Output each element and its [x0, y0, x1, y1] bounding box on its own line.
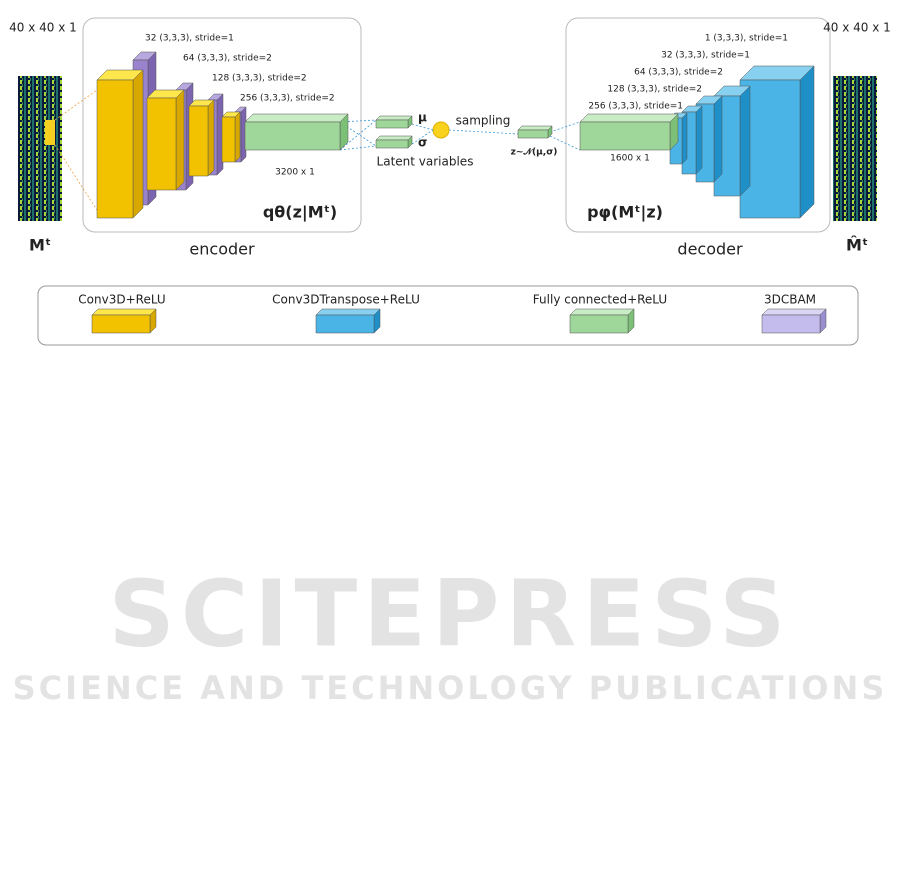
decoder-layer-label: 32 (3,3,3), stride=1	[661, 51, 750, 61]
input-links	[54, 89, 98, 211]
input-symbol: Mᵗ	[29, 236, 51, 255]
legend-swatch-top	[91, 308, 157, 316]
conv-block-side	[234, 111, 241, 163]
legend-label: Conv3D+ReLU	[78, 293, 165, 307]
sampling-label: sampling	[456, 114, 511, 128]
legend-label: 3DCBAM	[764, 293, 816, 307]
legend-swatch-front	[761, 314, 821, 334]
input-heatmap	[18, 76, 62, 221]
encoder-layer-label: 128 (3,3,3), stride=2	[212, 74, 307, 84]
latent-mu: μ	[418, 111, 427, 125]
latent-links	[339, 119, 581, 151]
encoder-label: encoder	[189, 240, 255, 259]
conv-block-front	[146, 97, 177, 191]
encoder-fc-label: 3200 x 1	[275, 168, 315, 178]
fc-block-front	[375, 139, 409, 149]
watermark: SCITEPRESS SCIENCE AND TECHNOLOGY PUBLIC…	[13, 560, 888, 707]
decoder-layer-label: 64 (3,3,3), stride=2	[634, 68, 723, 78]
decoder-formula: pφ(Mᵗ|z)	[587, 203, 663, 223]
watermark-subtitle: SCIENCE AND TECHNOLOGY PUBLICATIONS	[13, 669, 888, 707]
latent-node	[432, 121, 450, 139]
fc-block-top	[517, 125, 553, 131]
deconv-block-side	[799, 65, 815, 219]
conv-block-front	[221, 116, 236, 163]
blocks	[91, 51, 827, 334]
conv-block-side	[132, 69, 144, 219]
conv-block-side	[175, 89, 185, 191]
legend-swatch-front	[569, 314, 629, 334]
fc-block-top	[579, 113, 679, 123]
fc-block-front	[244, 121, 341, 151]
deconv-block-side	[713, 95, 723, 183]
latent-sigma: σ	[418, 136, 427, 150]
legend-frame	[37, 285, 859, 346]
watermark-title: SCITEPRESS	[108, 560, 791, 667]
latent-label: Latent variables	[377, 155, 474, 169]
decoder-label: decoder	[677, 240, 743, 259]
output-size: 40 x 40 x 1	[823, 21, 891, 35]
output-symbol: M̂ᵗ	[846, 236, 868, 255]
legend-swatch-top	[569, 308, 635, 316]
deconv-block-side	[681, 112, 688, 165]
encoder-layer-label: 256 (3,3,3), stride=2	[240, 94, 335, 104]
encoder-formula: qθ(z|Mᵗ)	[263, 203, 337, 223]
input-highlight	[45, 120, 55, 145]
legend-swatch-top	[315, 308, 381, 316]
fc-block-front	[517, 129, 549, 139]
fc-block-top	[375, 115, 413, 121]
decoder-layer-label: 256 (3,3,3), stride=1	[588, 102, 683, 112]
legend-swatch-top	[761, 308, 827, 316]
deconv-block-side	[739, 85, 751, 197]
fc-block-front	[579, 121, 671, 151]
encoder-layer-label: 32 (3,3,3), stride=1	[145, 34, 234, 44]
encoder-frame	[82, 17, 362, 233]
decoder-layer-label: 128 (3,3,3), stride=2	[607, 85, 702, 95]
fc-block-top	[244, 113, 349, 123]
legend-swatch-front	[91, 314, 151, 334]
output-heatmap	[833, 76, 877, 221]
legend-label: Conv3DTranspose+ReLU	[272, 293, 420, 307]
conv-block-front	[188, 105, 209, 177]
conv-block-front	[96, 79, 134, 219]
decoder-layer-label: 1 (3,3,3), stride=1	[705, 34, 788, 44]
encoder-layer-label: 64 (3,3,3), stride=2	[183, 54, 272, 64]
decoder-frame	[565, 17, 831, 233]
fc-block-top	[375, 135, 413, 141]
conv-block-side	[207, 99, 215, 177]
deconv-block-side	[695, 105, 703, 175]
input-size: 40 x 40 x 1	[9, 21, 77, 35]
legend-label: Fully connected+ReLU	[533, 293, 667, 307]
decoder-fc-label: 1600 x 1	[610, 154, 650, 164]
z-label: z~𝒩(μ,σ)	[511, 148, 558, 158]
legend-swatch-front	[315, 314, 375, 334]
fc-block-front	[375, 119, 409, 129]
